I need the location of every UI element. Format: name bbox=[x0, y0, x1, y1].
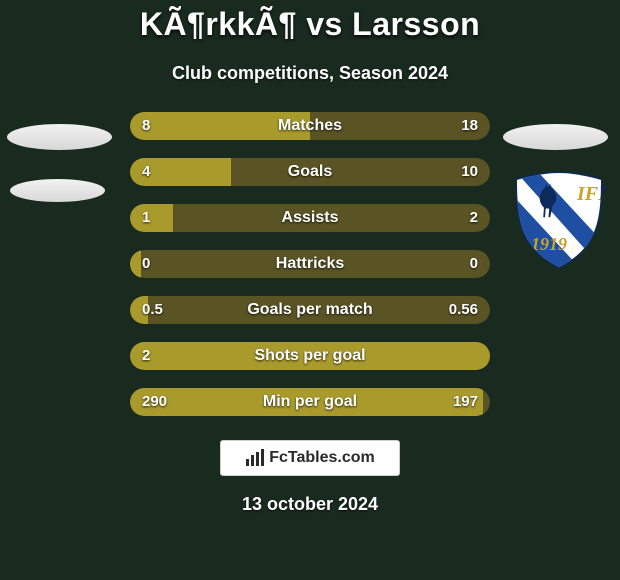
stat-value-right: 10 bbox=[461, 158, 478, 186]
stat-label: Goals per match bbox=[247, 296, 372, 324]
stat-row: 8 Matches 18 bbox=[130, 112, 490, 140]
stat-value-left: 4 bbox=[142, 158, 150, 186]
stat-label: Shots per goal bbox=[254, 342, 365, 370]
stat-label: Matches bbox=[278, 112, 342, 140]
comparison-card: KÃ¶rkkÃ¶ vs Larsson Club competitions, S… bbox=[0, 0, 620, 580]
player-left-silhouette-2 bbox=[10, 179, 105, 202]
stat-value-left: 290 bbox=[142, 388, 167, 416]
bars-icon bbox=[245, 449, 265, 467]
stat-value-left: 8 bbox=[142, 112, 150, 140]
stat-row: 1 Assists 2 bbox=[130, 204, 490, 232]
player-left-silhouette-1 bbox=[7, 124, 112, 150]
club-badge: IFK 1919 bbox=[509, 170, 609, 270]
stat-value-right: 18 bbox=[461, 112, 478, 140]
stat-value-right: 0 bbox=[470, 250, 478, 278]
stat-row: 0.5 Goals per match 0.56 bbox=[130, 296, 490, 324]
stats-list: 8 Matches 18 4 Goals 10 1 Assists 2 0 Hattricks 0 0.… bbox=[130, 112, 490, 416]
stat-row: 290 Min per goal 197 bbox=[130, 388, 490, 416]
fctables-label: FcTables.com bbox=[269, 449, 375, 467]
subtitle: Club competitions, Season 2024 bbox=[0, 63, 620, 84]
stat-value-right: 0.56 bbox=[449, 296, 478, 324]
stat-value-right: 2 bbox=[470, 204, 478, 232]
stat-label: Assists bbox=[282, 204, 339, 232]
stat-label: Hattricks bbox=[276, 250, 344, 278]
badge-text-top: IFK bbox=[576, 183, 609, 205]
stat-value-left: 2 bbox=[142, 342, 150, 370]
player-right-silhouette bbox=[503, 124, 608, 150]
fctables-watermark: FcTables.com bbox=[220, 440, 400, 476]
stat-label: Goals bbox=[288, 158, 332, 186]
date-text: 13 october 2024 bbox=[0, 494, 620, 515]
stat-value-left: 1 bbox=[142, 204, 150, 232]
stat-value-right: 197 bbox=[453, 388, 478, 416]
stat-value-left: 0.5 bbox=[142, 296, 163, 324]
badge-text-bottom: 1919 bbox=[531, 234, 567, 254]
stat-fill bbox=[130, 250, 141, 278]
stat-fill bbox=[130, 204, 173, 232]
stat-row: 4 Goals 10 bbox=[130, 158, 490, 186]
stat-row: 0 Hattricks 0 bbox=[130, 250, 490, 278]
stat-row: 2 Shots per goal bbox=[130, 342, 490, 370]
stat-label: Min per goal bbox=[263, 388, 357, 416]
stat-value-left: 0 bbox=[142, 250, 150, 278]
page-title: KÃ¶rkkÃ¶ vs Larsson bbox=[0, 6, 620, 43]
